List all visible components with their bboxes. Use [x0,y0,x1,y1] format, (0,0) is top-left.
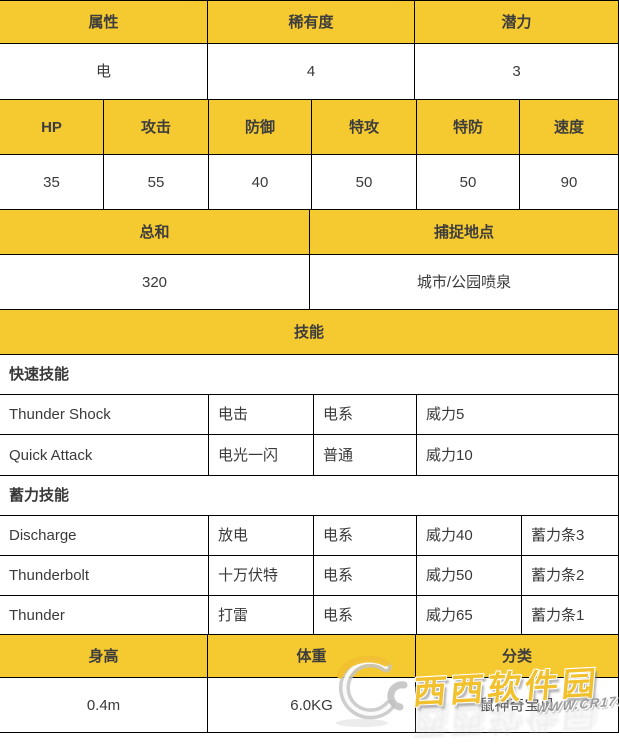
stats-value-row: 35 55 40 50 50 90 [0,155,619,210]
skill-type-cell: 电系 [314,596,417,634]
header-cell-total: 总和 [0,210,310,254]
value-cell-hp: 35 [0,155,104,209]
header-cell-catch-location: 捕捉地点 [310,210,619,254]
value-cell-attack: 55 [104,155,209,209]
header-cell-sp-attack: 特攻 [312,100,417,154]
header-cell-speed: 速度 [520,100,619,154]
skill-type-cell: 电系 [314,556,417,595]
value-cell-sp-attack: 50 [312,155,417,209]
pokemon-info-table: 属性 稀有度 潜力 电 4 3 HP 攻击 防御 特攻 特防 速度 35 55 … [0,0,619,733]
value-cell-category: 鼠神奇宝贝 [416,678,619,732]
header-cell-category: 分类 [416,635,619,677]
value-cell-catch-location: 城市/公园喷泉 [310,255,619,309]
fast-skill-row: Thunder Shock 电击 电系 威力5 [0,395,619,435]
header-cell-attack: 攻击 [104,100,209,154]
header-cell-hp: HP [0,100,104,154]
skill-name-cell: Thunder [0,596,209,634]
charged-skill-row: Thunderbolt 十万伏特 电系 威力50 蓄力条2 [0,556,619,596]
skill-name-cell: Thunderbolt [0,556,209,595]
header-cell-potential: 潜力 [415,1,619,43]
physical-value-row: 0.4m 6.0KG 鼠神奇宝贝 [0,678,619,733]
skill-cn-name-cell: 电光一闪 [209,435,314,475]
summary-value-row: 320 城市/公园喷泉 [0,255,619,310]
value-cell-defense: 40 [209,155,312,209]
skill-power-cell: 威力65 [417,596,522,634]
skill-power-cell: 威力5 [417,395,619,434]
value-cell-potential: 3 [415,44,619,99]
skill-power-cell: 威力50 [417,556,522,595]
skill-cn-name-cell: 打雷 [209,596,314,634]
header-cell-attribute: 属性 [0,1,208,43]
skill-bars-cell: 蓄力条1 [522,596,619,634]
attribute-value-row: 电 4 3 [0,44,619,100]
skill-cn-name-cell: 电击 [209,395,314,434]
value-cell-total: 320 [0,255,310,309]
charged-skills-label-row: 蓄力技能 [0,476,619,516]
value-cell-type: 电 [0,44,208,99]
skills-section-header-row: 技能 [0,310,619,355]
skill-name-cell: Quick Attack [0,435,209,475]
skill-bars-cell: 蓄力条3 [522,516,619,555]
value-cell-sp-defense: 50 [417,155,520,209]
stats-header-row: HP 攻击 防御 特攻 特防 速度 [0,100,619,155]
fast-skills-label-row: 快速技能 [0,355,619,395]
value-cell-weight: 6.0KG [208,678,416,732]
value-cell-height: 0.4m [0,678,208,732]
attribute-header-row: 属性 稀有度 潜力 [0,0,619,44]
header-cell-skills: 技能 [0,310,619,354]
header-cell-height: 身高 [0,635,208,677]
skill-cn-name-cell: 放电 [209,516,314,555]
header-cell-sp-defense: 特防 [417,100,520,154]
skill-power-cell: 威力10 [417,435,619,475]
header-cell-defense: 防御 [209,100,312,154]
skill-type-cell: 普通 [314,435,417,475]
charged-skill-row: Thunder 打雷 电系 威力65 蓄力条1 [0,596,619,635]
value-cell-rarity: 4 [208,44,415,99]
skill-name-cell: Discharge [0,516,209,555]
summary-header-row: 总和 捕捉地点 [0,210,619,255]
skill-type-cell: 电系 [314,395,417,434]
skill-name-cell: Thunder Shock [0,395,209,434]
header-cell-rarity: 稀有度 [208,1,415,43]
fast-skills-label: 快速技能 [0,355,619,394]
charged-skill-row: Discharge 放电 电系 威力40 蓄力条3 [0,516,619,556]
header-cell-weight: 体重 [208,635,416,677]
skill-cn-name-cell: 十万伏特 [209,556,314,595]
fast-skill-row: Quick Attack 电光一闪 普通 威力10 [0,435,619,476]
skill-bars-cell: 蓄力条2 [522,556,619,595]
value-cell-speed: 90 [520,155,619,209]
skill-power-cell: 威力40 [417,516,522,555]
physical-header-row: 身高 体重 分类 [0,635,619,678]
skill-type-cell: 电系 [314,516,417,555]
charged-skills-label: 蓄力技能 [0,476,619,515]
